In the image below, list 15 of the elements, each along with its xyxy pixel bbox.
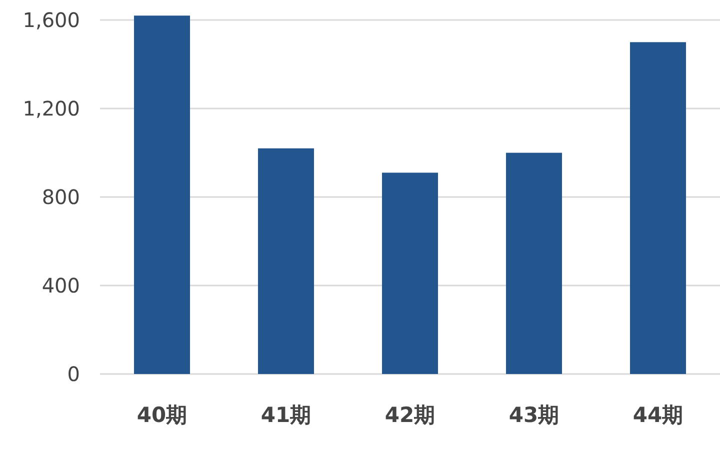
x-tick-label: 40期 — [136, 403, 188, 427]
x-tick-label: 43期 — [508, 403, 560, 427]
x-tick-label: 42期 — [384, 403, 436, 427]
bar — [506, 152, 562, 374]
bar — [630, 42, 686, 374]
y-tick-label: 0 — [67, 362, 80, 386]
bar — [382, 172, 438, 374]
bar — [134, 16, 190, 374]
bar — [258, 148, 314, 374]
x-tick-label: 41期 — [260, 403, 312, 427]
y-tick-label: 800 — [42, 185, 80, 210]
x-tick-label: 44期 — [632, 403, 684, 427]
y-tick-label: 1,600 — [22, 8, 80, 32]
y-tick-label: 1,200 — [22, 96, 80, 121]
y-tick-label: 400 — [42, 274, 80, 298]
